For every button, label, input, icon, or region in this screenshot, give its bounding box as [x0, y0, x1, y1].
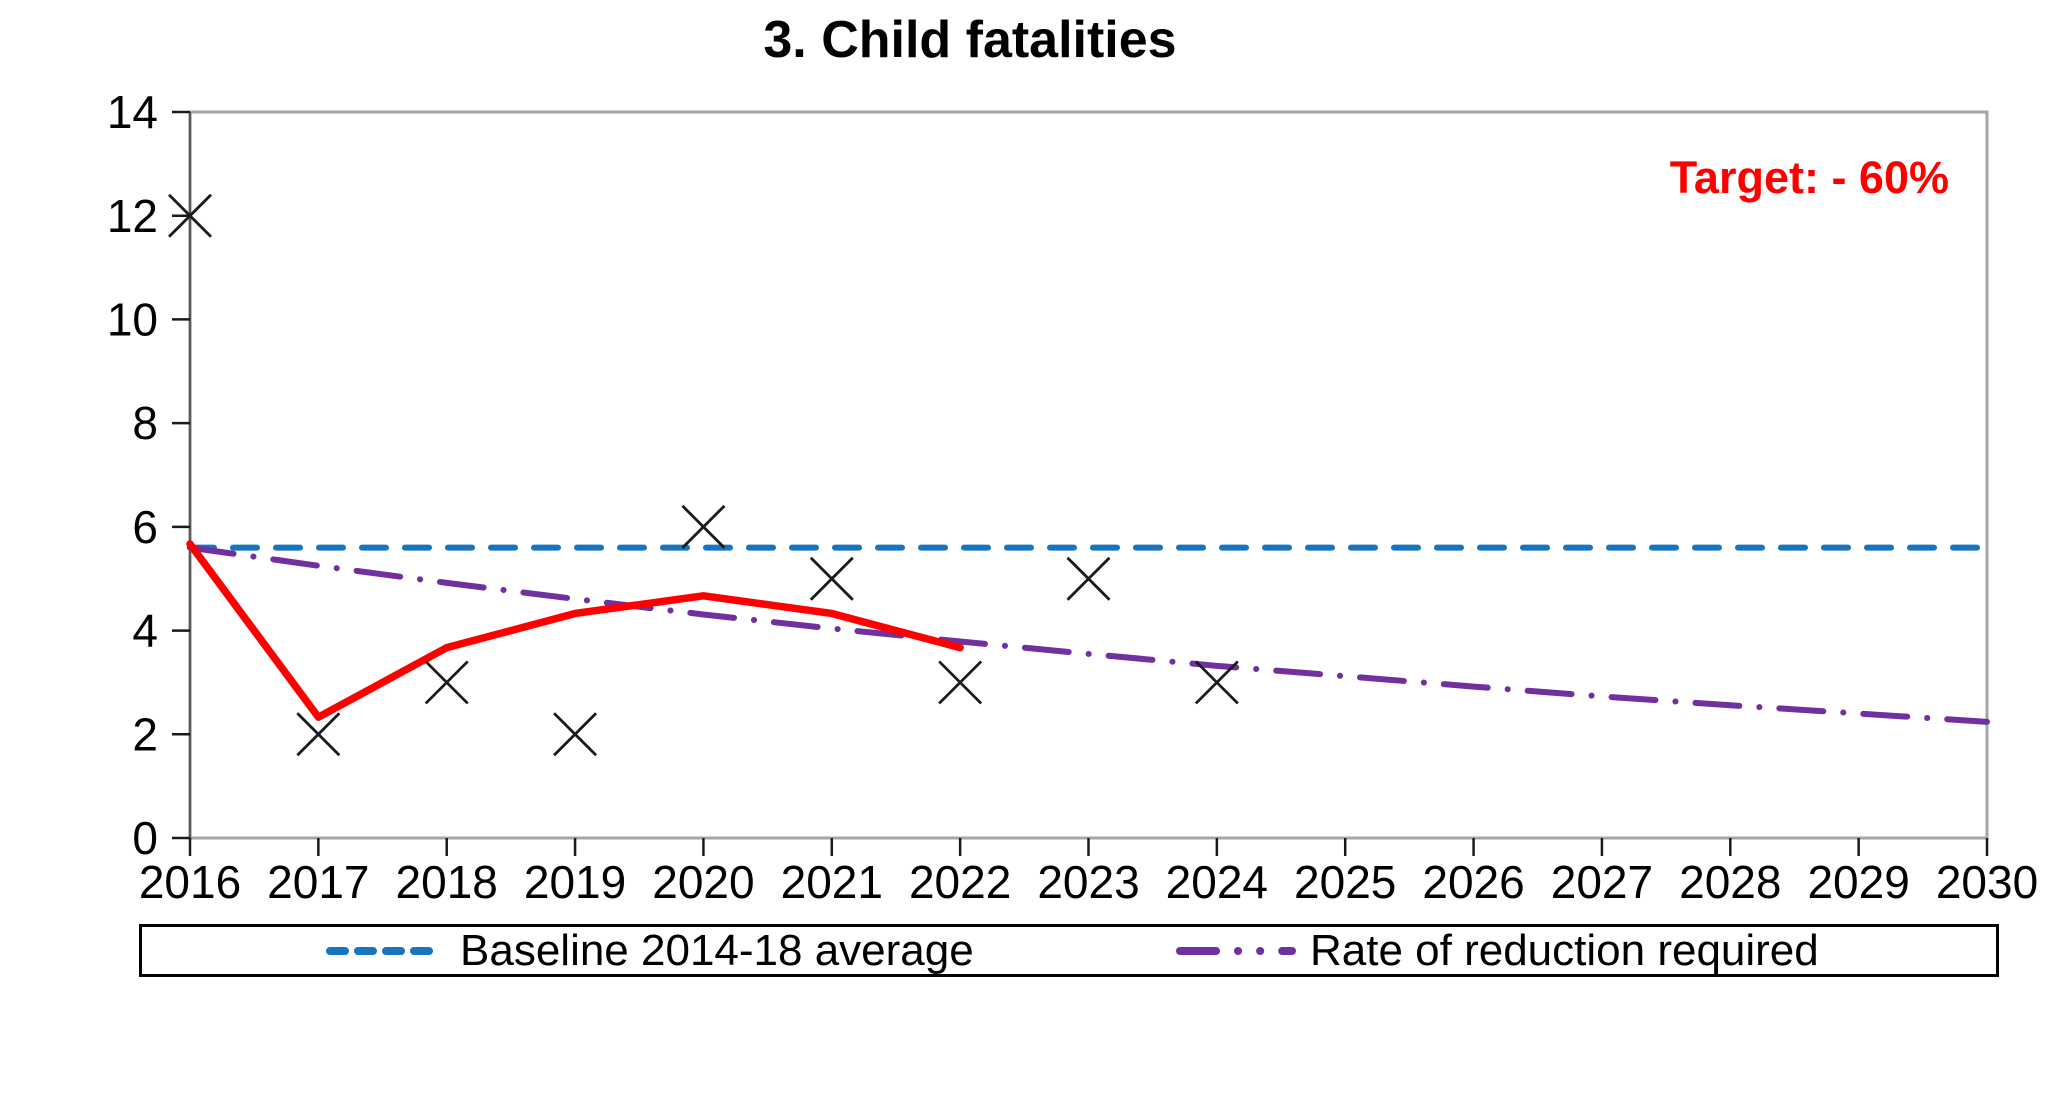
- x-axis-tick-label: 2028: [1679, 856, 1781, 908]
- legend-item-baseline: Baseline 2014-18 average: [325, 925, 974, 975]
- x-marker-icon: [424, 660, 469, 705]
- x-marker-icon: [938, 660, 983, 705]
- x-axis-tick-label: 2026: [1422, 856, 1524, 908]
- baseline-dashed-line-icon: [326, 946, 446, 955]
- x-axis-tick-label: 2020: [652, 856, 754, 908]
- required-dashdot-line-icon: [1176, 946, 1296, 955]
- y-axis-tick-label: 4: [132, 605, 158, 657]
- legend-item-required: Rate of reduction required: [1175, 925, 1819, 975]
- y-axis-tick-label: 0: [132, 812, 158, 864]
- y-axis-tick-label: 2: [132, 708, 158, 760]
- x-axis-tick-label: 2021: [781, 856, 883, 908]
- y-axis-tick-label: 6: [132, 501, 158, 553]
- y-axis-tick-label: 8: [132, 397, 158, 449]
- plot-border: [188, 110, 1989, 840]
- series-trend-line: [186, 540, 964, 721]
- x-marker-icon: [1066, 556, 1111, 601]
- x-axis-tick-label: 2030: [1936, 856, 2038, 908]
- x-axis-tick-label: 2029: [1807, 856, 1909, 908]
- x-marker-icon: [168, 193, 212, 238]
- legend-box: Baseline 2014-18 average Rate of reducti…: [139, 924, 1999, 977]
- x-marker-icon: [809, 556, 854, 601]
- legend-label-required: Rate of reduction required: [1310, 925, 1819, 975]
- x-axis-tick-label: 2022: [909, 856, 1011, 908]
- x-axis-tick-label: 2023: [1037, 856, 1139, 908]
- x-axis-tick-label: 2019: [524, 856, 626, 908]
- legend-label-baseline: Baseline 2014-18 average: [460, 925, 974, 975]
- series-required-line: [187, 544, 1990, 725]
- x-marker-icon: [681, 504, 726, 549]
- chart-title: 3. Child fatalities: [763, 11, 1177, 69]
- x-axis-tick-label: 2027: [1551, 856, 1653, 908]
- y-axis-tick-label: 12: [107, 190, 158, 242]
- target-annotation: Target: - 60%: [1669, 152, 1949, 203]
- x-axis-tick-label: 2018: [396, 856, 498, 908]
- x-marker-icon: [553, 712, 598, 757]
- y-axis-tick-label: 10: [107, 294, 158, 346]
- y-axis-tick-label: 14: [107, 86, 158, 138]
- x-marker-icon: [296, 712, 341, 757]
- x-axis-tick-label: 2024: [1166, 856, 1268, 908]
- x-axis-tick-label: 2016: [139, 856, 241, 908]
- x-axis-tick-label: 2025: [1294, 856, 1396, 908]
- x-axis-tick-label: 2017: [267, 856, 369, 908]
- x-marker-icon: [1194, 660, 1239, 705]
